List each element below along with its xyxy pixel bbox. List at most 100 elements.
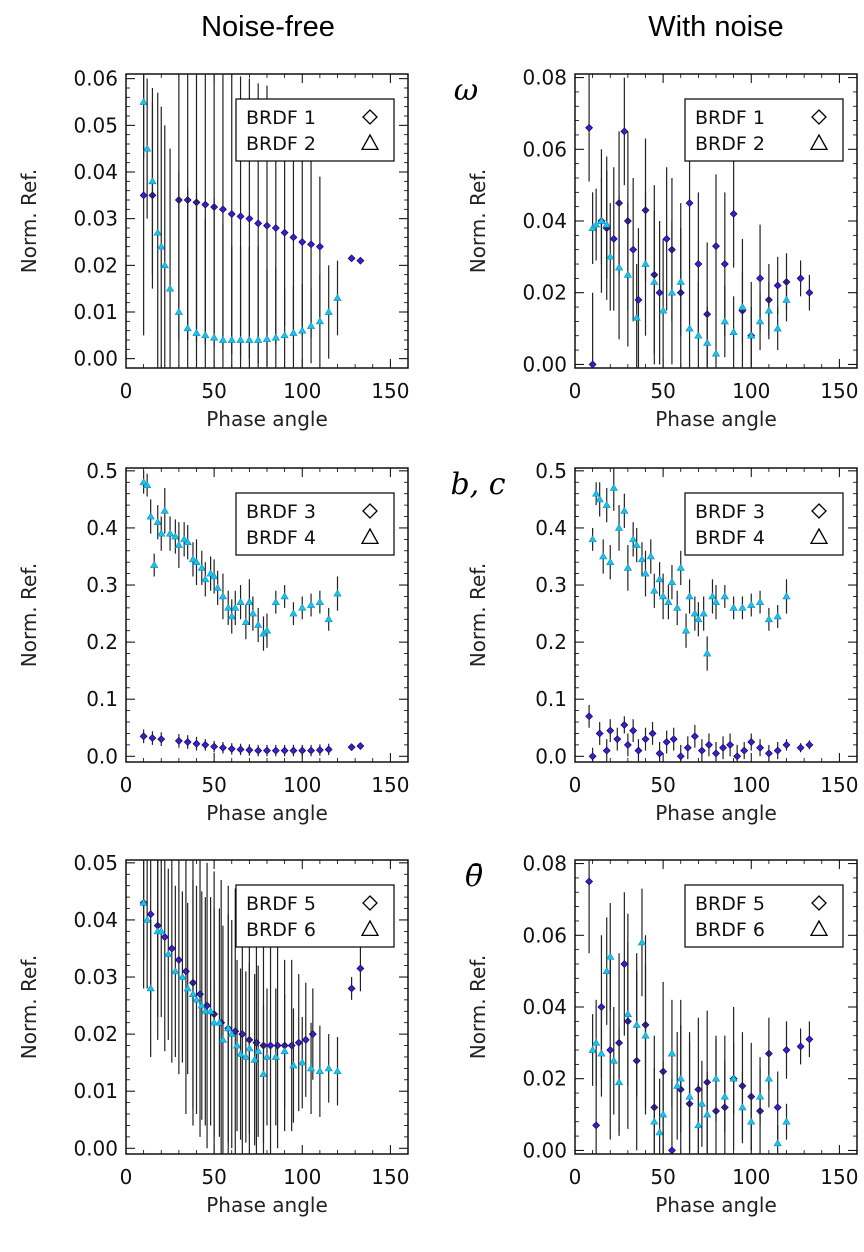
data-point-diamond (606, 1046, 615, 1054)
data-point-triangle (315, 317, 324, 325)
data-point-diamond (712, 242, 720, 251)
data-point-triangle (755, 597, 765, 605)
data-point-triangle (206, 1007, 215, 1015)
data-point-triangle (250, 1055, 259, 1063)
data-point-triangle (143, 480, 152, 488)
legend-diamond-icon (362, 895, 378, 911)
y-tick-label: 0.00 (522, 1138, 567, 1162)
data-point-diamond (805, 740, 814, 749)
data-point-triangle (164, 950, 173, 958)
data-point-diamond (160, 933, 169, 942)
data-point-diamond (236, 212, 245, 221)
data-point-diamond (634, 295, 643, 304)
data-point-triangle (782, 1117, 791, 1125)
data-point-diamond (613, 735, 622, 744)
data-point-triangle (259, 1069, 268, 1077)
data-point-diamond (356, 256, 365, 265)
data-layer (585, 468, 814, 762)
x-tick-label: 150 (371, 1165, 409, 1189)
data-point-diamond (756, 274, 765, 283)
data-point-diamond (683, 743, 692, 752)
data-point-diamond (181, 967, 190, 976)
data-point-triangle (637, 555, 647, 563)
data-point-triangle (609, 483, 618, 491)
data-point-diamond (773, 1103, 782, 1112)
legend-diamond-icon (811, 503, 827, 519)
data-point-triangle (694, 331, 703, 339)
panels-group: 0 50 100 1500.000.010.020.030.040.050.06Pha… (17, 66, 858, 1217)
legend-box (235, 98, 395, 162)
data-point-triangle (143, 915, 152, 923)
data-point-triangle (245, 335, 254, 343)
data-point-triangle (171, 532, 180, 540)
data-point-diamond (782, 1046, 791, 1054)
x-tick-label: 50 (650, 379, 675, 403)
data-point-triangle (183, 984, 192, 992)
data-point-triangle (614, 523, 624, 531)
x-tick-label: 50 (650, 773, 675, 797)
data-point-diamond (592, 1121, 601, 1130)
data-point-diamond (648, 729, 657, 738)
data-point-diamond (289, 746, 298, 755)
y-tick-label: 0.04 (522, 209, 567, 233)
legend-entry-label: BRDF 2 (246, 133, 316, 155)
series-1 (139, 74, 365, 366)
x-tick-label: 150 (371, 773, 409, 797)
data-point-triangle (738, 603, 747, 611)
data-point-diamond (588, 752, 597, 761)
data-point-triangle (773, 324, 782, 332)
data-point-triangle (773, 1139, 782, 1147)
data-point-triangle (602, 500, 611, 508)
row-label-theta-bar: θ̄ (465, 859, 483, 894)
data-point-triangle (646, 552, 655, 560)
data-point-triangle (667, 288, 677, 296)
legend-diamond-icon (362, 109, 378, 125)
legend-diamond-icon (362, 503, 378, 519)
data-point-triangle (755, 317, 765, 325)
data-point-diamond (298, 746, 307, 755)
x-axis-label: Phase angle (206, 801, 328, 825)
y-axis-label: Norm. Ref. (466, 955, 490, 1060)
y-tick-label: 0.05 (73, 113, 118, 137)
data-point-triangle (606, 952, 615, 960)
x-tick-label: 0 (569, 1165, 582, 1189)
legend: BRDF 5 BRDF 6 (684, 884, 844, 948)
data-point-diamond (210, 742, 219, 751)
data-point-triangle (271, 597, 280, 605)
data-point-triangle (188, 989, 198, 997)
data-point-triangle (271, 1052, 280, 1060)
data-point-diamond (662, 234, 671, 243)
data-point-triangle (210, 333, 219, 341)
legend-triangle-icon (360, 133, 380, 151)
data-point-triangle (595, 495, 604, 503)
data-point-triangle (201, 575, 210, 583)
x-tick-label: 150 (371, 379, 409, 403)
data-point-triangle (729, 603, 738, 611)
legend: BRDF 3 BRDF 4 (684, 492, 844, 556)
y-tick-label: 0.06 (73, 67, 118, 91)
y-tick-label: 0.01 (73, 1079, 118, 1103)
y-tick-label: 0.4 (86, 516, 118, 540)
y-axis-label: Norm. Ref. (466, 563, 490, 668)
data-point-diamond (690, 732, 699, 741)
data-point-triangle (210, 572, 219, 580)
legend-box (235, 884, 395, 948)
data-point-triangle (650, 586, 659, 594)
data-point-triangle (224, 1024, 233, 1032)
legend-entry-label: BRDF 1 (695, 107, 765, 129)
legend-diamond-icon (811, 109, 827, 125)
data-point-triangle (694, 1121, 703, 1129)
data-point-diamond (620, 960, 629, 968)
data-point-triangle (755, 1092, 765, 1100)
x-tick-label: 50 (650, 1165, 675, 1189)
data-point-diamond (308, 1030, 317, 1039)
data-point-triangle (150, 560, 159, 568)
data-point-diamond (712, 749, 720, 758)
data-point-triangle (236, 335, 245, 343)
legend-entry-label: BRDF 2 (695, 133, 765, 155)
data-point-triangle (245, 1044, 254, 1052)
y-tick-label: 0.02 (522, 281, 567, 305)
data-point-triangle (685, 592, 694, 600)
x-tick-label: 50 (201, 773, 226, 797)
data-point-triangle (641, 259, 650, 267)
